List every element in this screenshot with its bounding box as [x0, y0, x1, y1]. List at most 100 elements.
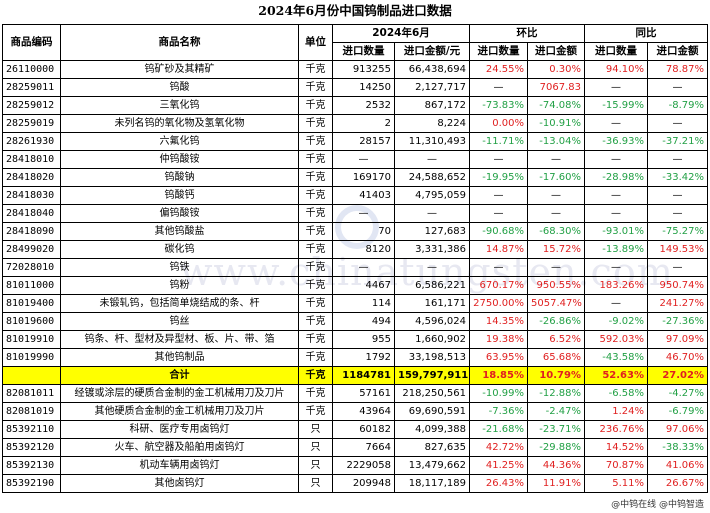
cell-code: 28261930	[2, 132, 61, 151]
cell-amt: 161,171	[394, 294, 470, 313]
cell-amt: 18,117,189	[394, 474, 470, 493]
cell-code: 28259011	[2, 78, 61, 97]
cell-code: 81019600	[2, 312, 61, 331]
cell-unit: 千克	[298, 348, 333, 367]
cell-qty: 2	[332, 114, 395, 133]
footer-credit: @中钨在线 @中钨智造	[611, 500, 704, 510]
cell-yoy-qty: 94.10%	[584, 60, 648, 79]
cell-qty: 4467	[332, 276, 395, 295]
cell-yoy-amt: —	[647, 78, 708, 97]
table-row: 28418020 钨酸钠 千克 169170 24,588,652 -19.95% -17.…	[2, 168, 708, 187]
cell-name: 火车、航空器及船舶用卤钨灯	[60, 438, 299, 457]
cell-name: 仲钨酸铵	[60, 150, 299, 169]
table-row: 81019600 钨丝 千克 494 4,596,024 14.35% -26.86% -9.…	[2, 312, 708, 331]
cell-yoy-qty: —	[584, 204, 648, 223]
cell-yoy-amt: 97.09%	[647, 330, 708, 349]
header-yoy-amt: 进口金额	[647, 42, 708, 61]
cell-mom-qty: -21.68%	[469, 420, 528, 439]
cell-mom-amt: 7067.83	[527, 78, 585, 97]
table-body: 26110000 钨矿砂及其精矿 千克 913255 66,438,694 24.55% 0…	[2, 60, 708, 493]
cell-mom-amt: 44.36%	[527, 456, 585, 475]
cell-code: 82081011	[2, 384, 61, 403]
cell-name: 科研、医疗专用卤钨灯	[60, 420, 299, 439]
cell-amt: 3,331,386	[394, 240, 470, 259]
cell-qty: 2532	[332, 96, 395, 115]
header-name: 商品名称	[60, 24, 299, 61]
cell-name: 钨酸钙	[60, 186, 299, 205]
cell-amt: 127,683	[394, 222, 470, 241]
cell-amt: 218,250,561	[394, 384, 470, 403]
cell-code: 81019910	[2, 330, 61, 349]
cell-mom-qty: 63.95%	[469, 348, 528, 367]
cell-mom-qty: 24.55%	[469, 60, 528, 79]
cell-yoy-qty: -43.58%	[584, 348, 648, 367]
cell-yoy-amt: —	[647, 186, 708, 205]
table-row: 28418030 钨酸钙 千克 41403 4,795,059— — — —	[2, 186, 708, 205]
cell-mom-qty: -7.36%	[469, 402, 528, 421]
cell-code: 72028010	[2, 258, 61, 277]
cell-qty: 114	[332, 294, 395, 313]
cell-unit: 只	[298, 438, 333, 457]
cell-mom-qty: 14.87%	[469, 240, 528, 259]
cell-code: 85392130	[2, 456, 61, 475]
cell-qty: 1184781	[332, 366, 395, 385]
cell-yoy-qty: -6.58%	[584, 384, 648, 403]
cell-qty: 7664	[332, 438, 395, 457]
cell-name: 钨矿砂及其精矿	[60, 60, 299, 79]
cell-qty: 70	[332, 222, 395, 241]
cell-amt: 13,479,662	[394, 456, 470, 475]
cell-name: 机动车辆用卤钨灯	[60, 456, 299, 475]
cell-mom-qty: -90.68%	[469, 222, 528, 241]
cell-unit: 千克	[298, 96, 333, 115]
cell-amt: 4,099,388	[394, 420, 470, 439]
cell-mom-amt: 5057.47%	[527, 294, 585, 313]
cell-mom-amt: -13.04%	[527, 132, 585, 151]
cell-yoy-amt: 241.27%	[647, 294, 708, 313]
cell-mom-amt: 15.72%	[527, 240, 585, 259]
cell-mom-amt: -10.91%	[527, 114, 585, 133]
cell-mom-amt: -74.08%	[527, 96, 585, 115]
cell-mom-qty: —	[469, 78, 528, 97]
cell-yoy-qty: —	[584, 114, 648, 133]
cell-qty: 1792	[332, 348, 395, 367]
cell-mom-amt: 950.55%	[527, 276, 585, 295]
cell-unit: 千克	[298, 222, 333, 241]
cell-name: 未列名钨的氧化物及氢氧化物	[60, 114, 299, 133]
cell-unit: 千克	[298, 402, 333, 421]
cell-unit: 千克	[298, 330, 333, 349]
cell-code: 28499020	[2, 240, 61, 259]
table-row: 81019990 其他钨制品 千克 1792 33,198,513 63.95% 65.68…	[2, 348, 708, 367]
cell-name: 其他钨酸盐	[60, 222, 299, 241]
cell-name: 三氧化钨	[60, 96, 299, 115]
cell-name: 钨酸	[60, 78, 299, 97]
header-yoy: 同比	[584, 24, 708, 43]
table-row: 82081019 其他硬质合金制的金工机械用刀及刀片 千克 43964 69,690,5…	[2, 402, 708, 421]
cell-code: 81011000	[2, 276, 61, 295]
cell-mom-qty: -73.83%	[469, 96, 528, 115]
cell-yoy-amt: 78.87%	[647, 60, 708, 79]
cell-mom-qty: 670.17%	[469, 276, 528, 295]
table-row: 85392130 机动车辆用卤钨灯只 2229058 13,479,662 41.25%…	[2, 456, 708, 475]
table-row: 82081011 经镀或涂层的硬质合金制的金工机械用刀及刀片 千克 57161 218,…	[2, 384, 708, 403]
cell-unit: 千克	[298, 132, 333, 151]
cell-qty: 169170	[332, 168, 395, 187]
cell-code: 82081019	[2, 402, 61, 421]
cell-name: 六氟化钨	[60, 132, 299, 151]
cell-qty: —	[332, 204, 395, 223]
cell-yoy-qty: -13.89%	[584, 240, 648, 259]
cell-yoy-qty: -93.01%	[584, 222, 648, 241]
cell-mom-amt: —	[527, 186, 585, 205]
table-row: 28418010 仲钨酸铵 千克 — — — — — —	[2, 150, 708, 169]
cell-amt: —	[394, 258, 470, 277]
cell-yoy-amt: 27.02%	[647, 366, 708, 385]
cell-amt: 827,635	[394, 438, 470, 457]
table-row: 28418090 其他钨酸盐 千克 70 127,683 -90.68% -68.30% -9…	[2, 222, 708, 241]
cell-code	[2, 366, 61, 385]
cell-amt: 69,690,591	[394, 402, 470, 421]
header-mom-amt: 进口金额	[527, 42, 585, 61]
header-code: 商品编码	[2, 24, 61, 61]
cell-yoy-qty: -36.93%	[584, 132, 648, 151]
cell-yoy-amt: 41.06%	[647, 456, 708, 475]
cell-yoy-amt: -27.36%	[647, 312, 708, 331]
cell-unit: 千克	[298, 240, 333, 259]
